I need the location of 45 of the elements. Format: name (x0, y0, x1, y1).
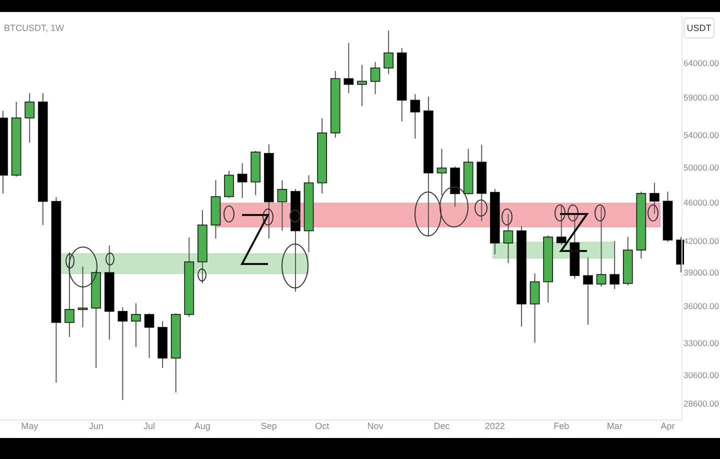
y-axis-title: USDT (686, 23, 712, 33)
x-tick-label: Dec (434, 421, 450, 431)
candlestick (344, 42, 354, 94)
candlestick (370, 62, 380, 95)
candlestick (237, 162, 248, 199)
candlestick (583, 257, 593, 326)
candlestick (530, 272, 540, 344)
y-tick-label: 64000.00 (684, 58, 720, 68)
candlestick (64, 252, 74, 338)
candlestick (610, 240, 620, 290)
y-tick-label: 30600.00 (684, 370, 720, 380)
x-tick-label: Nov (367, 421, 384, 431)
x-tick-label: May (21, 421, 39, 431)
y-tick-label: 36000.00 (684, 301, 720, 312)
x-tick-label: Aug (194, 421, 210, 431)
y-tick-label: 42000.00 (684, 236, 720, 246)
candlestick (410, 94, 420, 139)
x-tick-label: Jul (143, 421, 156, 431)
y-tick-label: 54000.00 (684, 130, 720, 140)
x-tick-label: Apr (660, 421, 675, 431)
candlestick (144, 312, 154, 359)
candlestick (596, 206, 606, 288)
y-tick-label: 46000.00 (684, 198, 720, 208)
candlestick (436, 148, 447, 196)
x-tick-label: Feb (554, 421, 570, 431)
y-tick-label: 33000.00 (684, 338, 720, 348)
x-tick-label: Sep (260, 421, 277, 431)
candlestick (78, 266, 88, 328)
candlestick (118, 306, 128, 401)
candlestick (24, 92, 35, 144)
x-tick-label: Mar (606, 421, 622, 431)
candlestick (131, 302, 141, 348)
text: BTCUSDT, 1W (4, 23, 65, 33)
candlestick (357, 64, 367, 107)
y-tick-label: 28600.00 (684, 398, 720, 408)
candlestick (224, 170, 234, 199)
x-tick-label: 2022 (484, 421, 505, 431)
candlestick (556, 204, 566, 246)
y-tick-label: 39000.00 (684, 267, 720, 278)
x-tick-label: Oct (315, 421, 330, 431)
x-tick-label: Jun (88, 421, 104, 431)
y-tick-label: 50000.00 (684, 162, 720, 172)
y-tick-label: 59000.00 (684, 92, 720, 102)
candlestick (384, 30, 394, 74)
candlestick (277, 180, 288, 232)
